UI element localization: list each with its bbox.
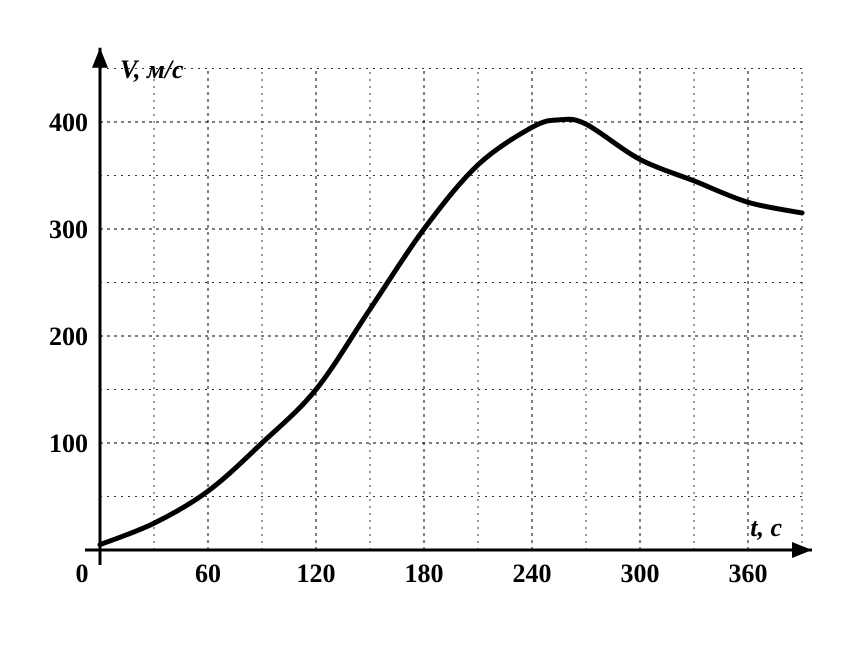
x-tick-label: 360 <box>729 559 768 588</box>
x-axis-title: t, c <box>750 513 782 542</box>
y-tick-label: 100 <box>49 429 88 458</box>
velocity-time-chart: 100 200 300 400 0 60 120 180 240 300 360 V, м/с t, c <box>20 20 829 630</box>
x-tick-label: 120 <box>297 559 336 588</box>
y-axis-title: V, м/с <box>120 55 184 84</box>
x-tick-label: 180 <box>405 559 444 588</box>
x-tick-label: 240 <box>513 559 552 588</box>
origin-label: 0 <box>76 559 89 588</box>
y-axis-arrow-icon <box>92 48 108 68</box>
x-tick-label: 60 <box>195 559 221 588</box>
y-tick-label: 200 <box>49 322 88 351</box>
x-tick-label: 300 <box>621 559 660 588</box>
chart-svg: 100 200 300 400 0 60 120 180 240 300 360 V, м/с t, c <box>20 20 829 630</box>
y-tick-label: 300 <box>49 215 88 244</box>
velocity-curve <box>100 119 802 544</box>
x-axis-arrow-icon <box>792 542 812 558</box>
y-tick-label: 400 <box>49 108 88 137</box>
